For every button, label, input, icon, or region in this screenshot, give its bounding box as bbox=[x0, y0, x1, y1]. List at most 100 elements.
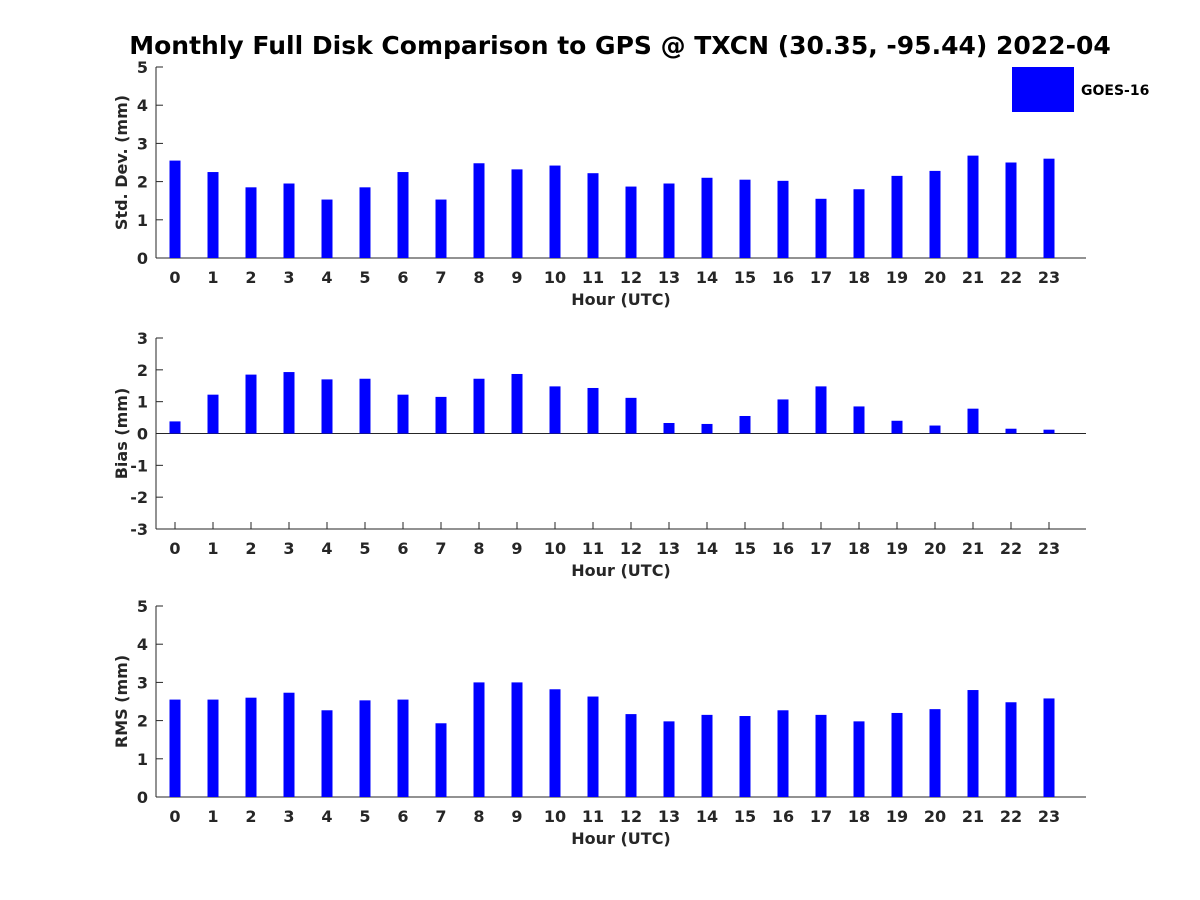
std-dev-mm-x-tick-label: 11 bbox=[582, 268, 604, 287]
bias-mm-y-tick-label: 1 bbox=[137, 393, 148, 412]
std-dev-mm-x-tick-label: 0 bbox=[169, 268, 180, 287]
rms-mm-bar bbox=[815, 714, 827, 797]
rms-mm-bar bbox=[359, 700, 371, 797]
bias-mm-x-tick-label: 19 bbox=[886, 539, 908, 558]
rms-mm-x-tick-label: 4 bbox=[321, 807, 332, 826]
std-dev-mm-y-tick-label: 0 bbox=[137, 249, 148, 268]
bias-mm-x-tick-label: 16 bbox=[772, 539, 794, 558]
std-dev-mm-bar bbox=[853, 189, 865, 258]
chart-title: Monthly Full Disk Comparison to GPS @ TX… bbox=[129, 31, 1111, 60]
rms-mm-x-tick-label: 7 bbox=[435, 807, 446, 826]
std-dev-mm-y-tick-label: 4 bbox=[137, 96, 148, 115]
legend-swatch bbox=[1012, 67, 1074, 112]
std-dev-mm-bar bbox=[587, 173, 599, 258]
rms-mm-y-axis-label: RMS (mm) bbox=[112, 655, 131, 748]
rms-mm-x-tick-label: 18 bbox=[848, 807, 870, 826]
std-dev-mm-bar bbox=[1005, 162, 1017, 258]
rms-mm-x-tick-label: 0 bbox=[169, 807, 180, 826]
std-dev-mm-x-tick-label: 9 bbox=[511, 268, 522, 287]
rms-mm-x-tick-label: 1 bbox=[207, 807, 218, 826]
bias-mm-y-tick-label: -2 bbox=[130, 488, 148, 507]
std-dev-mm-y-axis-label: Std. Dev. (mm) bbox=[112, 95, 131, 230]
rms-mm-bar bbox=[967, 690, 979, 797]
bias-mm-x-tick-label: 13 bbox=[658, 539, 680, 558]
std-dev-mm-x-tick-label: 1 bbox=[207, 268, 218, 287]
bias-mm-bar bbox=[245, 374, 257, 434]
std-dev-mm-x-tick-label: 6 bbox=[397, 268, 408, 287]
bias-mm-x-tick-label: 21 bbox=[962, 539, 984, 558]
std-dev-mm-bar bbox=[777, 180, 789, 258]
std-dev-mm-x-tick-label: 2 bbox=[245, 268, 256, 287]
rms-mm-x-tick-label: 20 bbox=[924, 807, 946, 826]
std-dev-mm-y-tick-label: 2 bbox=[137, 173, 148, 192]
bias-mm-bar bbox=[511, 373, 523, 434]
rms-mm-y-tick-label: 2 bbox=[137, 712, 148, 731]
rms-mm-y-tick-label: 5 bbox=[137, 597, 148, 616]
rms-mm-bar bbox=[853, 721, 865, 797]
bias-mm-bar bbox=[473, 378, 485, 434]
bias-mm-x-tick-label: 10 bbox=[544, 539, 566, 558]
rms-mm-x-tick-label: 17 bbox=[810, 807, 832, 826]
bias-mm-bar bbox=[397, 394, 409, 434]
bias-mm-bar bbox=[777, 399, 789, 434]
bias-mm-x-tick-label: 5 bbox=[359, 539, 370, 558]
bias-mm-bar bbox=[929, 425, 941, 434]
std-dev-mm-x-tick-label: 12 bbox=[620, 268, 642, 287]
std-dev-mm-bar bbox=[815, 198, 827, 258]
bias-mm-bar bbox=[967, 408, 979, 434]
std-dev-mm-x-tick-label: 23 bbox=[1038, 268, 1060, 287]
std-dev-mm-bar bbox=[549, 165, 561, 258]
bias-mm-x-tick-label: 0 bbox=[169, 539, 180, 558]
rms-mm-x-tick-label: 11 bbox=[582, 807, 604, 826]
bias-mm-x-tick-label: 18 bbox=[848, 539, 870, 558]
rms-mm-bar bbox=[1043, 698, 1055, 797]
rms-mm-bar bbox=[891, 712, 903, 797]
rms-mm-x-tick-label: 3 bbox=[283, 807, 294, 826]
bias-mm-bar bbox=[1043, 429, 1055, 434]
bias-mm-x-tick-label: 6 bbox=[397, 539, 408, 558]
rms-mm-x-tick-label: 19 bbox=[886, 807, 908, 826]
std-dev-mm-bar bbox=[435, 199, 447, 258]
rms-mm-bar bbox=[739, 716, 751, 797]
rms-mm-bar bbox=[397, 699, 409, 797]
std-dev-mm-y-tick-label: 5 bbox=[137, 58, 148, 77]
std-dev-mm-x-tick-label: 8 bbox=[473, 268, 484, 287]
std-dev-mm-bar bbox=[663, 183, 675, 258]
rms-mm-x-tick-label: 23 bbox=[1038, 807, 1060, 826]
std-dev-mm-x-tick-label: 13 bbox=[658, 268, 680, 287]
std-dev-mm-bar bbox=[207, 172, 219, 258]
bias-mm-bar bbox=[1005, 428, 1017, 434]
rms-mm-x-tick-label: 12 bbox=[620, 807, 642, 826]
std-dev-mm-bar bbox=[511, 169, 523, 258]
bias-mm-x-tick-label: 22 bbox=[1000, 539, 1022, 558]
rms-mm-bar bbox=[207, 699, 219, 797]
rms-mm-x-tick-label: 21 bbox=[962, 807, 984, 826]
rms-mm-y-tick-label: 3 bbox=[137, 673, 148, 692]
std-dev-mm-x-tick-label: 14 bbox=[696, 268, 718, 287]
rms-mm-y-tick-label: 0 bbox=[137, 788, 148, 807]
rms-mm-x-tick-label: 9 bbox=[511, 807, 522, 826]
std-dev-mm-x-tick-label: 18 bbox=[848, 268, 870, 287]
bias-mm-y-tick-label: 3 bbox=[137, 329, 148, 348]
std-dev-mm-x-tick-label: 5 bbox=[359, 268, 370, 287]
std-dev-mm-bar bbox=[359, 187, 371, 258]
rms-mm-y-tick-label: 4 bbox=[137, 635, 148, 654]
bias-mm-x-tick-label: 17 bbox=[810, 539, 832, 558]
legend-label: GOES-16 bbox=[1081, 83, 1149, 99]
bias-mm-y-tick-label: 2 bbox=[137, 361, 148, 380]
bias-mm-x-tick-label: 20 bbox=[924, 539, 946, 558]
bias-mm-x-axis-label: Hour (UTC) bbox=[571, 561, 671, 580]
std-dev-mm-bar bbox=[283, 183, 295, 258]
bias-mm-bar bbox=[207, 394, 219, 434]
bias-mm-bar bbox=[169, 421, 181, 434]
bias-mm-x-tick-label: 14 bbox=[696, 539, 718, 558]
std-dev-mm-bar bbox=[1043, 158, 1055, 258]
rms-mm-bar bbox=[511, 682, 523, 797]
rms-mm-bar bbox=[169, 699, 181, 797]
bias-mm-x-tick-label: 3 bbox=[283, 539, 294, 558]
std-dev-mm-bar bbox=[473, 163, 485, 258]
bias-mm-bar bbox=[701, 423, 713, 434]
